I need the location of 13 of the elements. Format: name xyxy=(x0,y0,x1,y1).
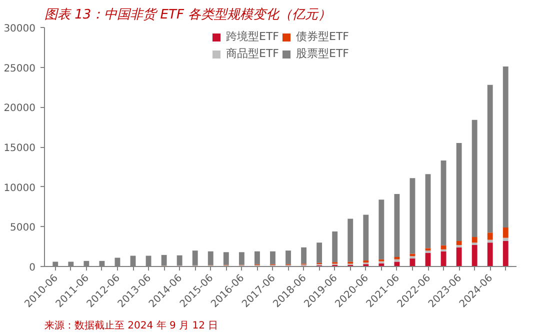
y-tick-label: 15000 xyxy=(4,143,36,154)
source-note: 来源：数据截止至 2024 年 9 月 12 日 xyxy=(44,320,218,332)
y-tick-label: 30000 xyxy=(4,24,36,34)
legend-label: 债券型ETF xyxy=(296,29,349,44)
y-tick-label: 10000 xyxy=(4,182,36,194)
legend-label: 商品型ETF xyxy=(226,46,279,61)
y-tick-label: 20000 xyxy=(4,103,36,114)
y-tick-label: 5000 xyxy=(10,222,36,234)
legend-label: 股票型ETF xyxy=(296,46,349,61)
y-tick-label: 0 xyxy=(29,262,36,274)
chart-title: 图表 13：中国非货 ETF 各类型规模变化（亿元） xyxy=(44,8,332,22)
legend-label: 跨境型ETF xyxy=(226,29,279,44)
y-tick-label: 25000 xyxy=(4,63,36,74)
